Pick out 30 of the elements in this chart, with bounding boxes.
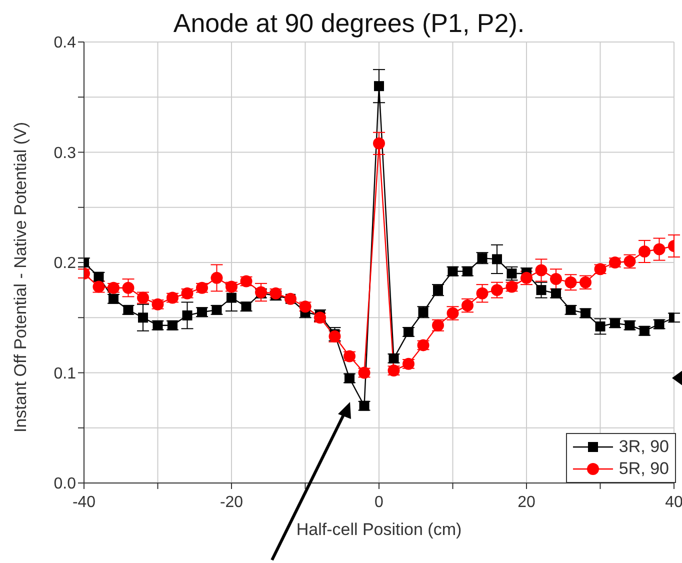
x-tick-label: 0 [374, 494, 384, 511]
y-tick-label: 0.4 [54, 34, 76, 52]
x-tick-label: -40 [72, 494, 96, 511]
x-axis-title: Half-cell Position (cm) [296, 520, 462, 539]
point [122, 282, 134, 294]
point [536, 285, 546, 296]
y-tick-label: 0.2 [54, 255, 76, 272]
legend-label: 3R, 90 [618, 436, 669, 458]
point [535, 264, 548, 276]
point [182, 310, 192, 320]
legend-label: 5R, 90 [618, 458, 669, 480]
point [653, 243, 666, 256]
point [550, 273, 562, 286]
point [492, 254, 502, 264]
point [210, 272, 223, 284]
point [476, 287, 488, 300]
chart-title: Anode at 90 degrees (P1, P2). [173, 8, 525, 38]
x-tick-label: 40 [665, 494, 682, 511]
y-tick-label: 0.0 [54, 476, 76, 493]
y-tick-label: 0.3 [54, 144, 76, 162]
y-tick-label: 0.1 [54, 365, 76, 382]
point [638, 245, 650, 258]
point [374, 81, 384, 92]
y-axis-title: Instant Off Potential - Native Potential (V) [11, 122, 30, 432]
point [491, 284, 503, 296]
x-tick-label: 20 [518, 494, 536, 511]
x-tick-label: -20 [220, 494, 244, 511]
point [373, 137, 385, 150]
point [595, 321, 606, 332]
point [138, 312, 148, 323]
